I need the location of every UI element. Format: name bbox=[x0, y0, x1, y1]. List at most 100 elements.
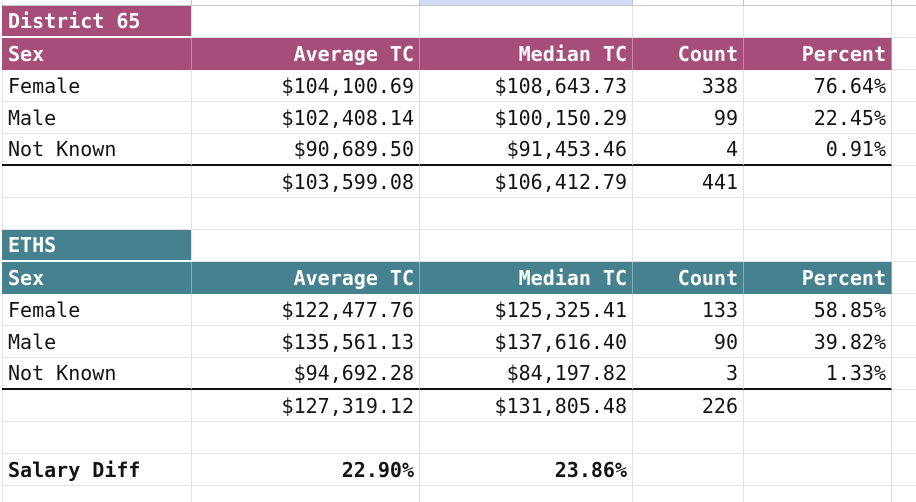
cell-median-tc[interactable]: $91,453.46 bbox=[420, 134, 633, 166]
cell[interactable] bbox=[892, 294, 916, 326]
cell-percent[interactable]: 39.82% bbox=[744, 326, 892, 358]
cell[interactable] bbox=[892, 454, 916, 486]
cell[interactable] bbox=[892, 166, 916, 198]
cell[interactable] bbox=[633, 454, 744, 486]
column-header-sex[interactable]: Sex bbox=[2, 262, 192, 294]
cell[interactable] bbox=[892, 358, 916, 390]
cell-count[interactable]: 133 bbox=[633, 294, 744, 326]
cell[interactable] bbox=[633, 230, 744, 262]
cell[interactable] bbox=[744, 230, 892, 262]
cell[interactable] bbox=[192, 486, 420, 502]
cell-average-tc[interactable]: $135,561.13 bbox=[192, 326, 420, 358]
district65-title-cell[interactable]: District 65 bbox=[2, 6, 192, 38]
cell[interactable] bbox=[744, 198, 892, 230]
cell-count[interactable]: 4 bbox=[633, 134, 744, 166]
cell-sex[interactable]: Male bbox=[2, 102, 192, 134]
cell[interactable] bbox=[744, 0, 892, 6]
cell[interactable] bbox=[2, 422, 192, 454]
cell-sex[interactable]: Not Known bbox=[2, 358, 192, 390]
cell-count[interactable]: 3 bbox=[633, 358, 744, 390]
cell-average-tc[interactable]: $102,408.14 bbox=[192, 102, 420, 134]
cell-sex[interactable]: Female bbox=[2, 294, 192, 326]
selected-cell-highlight[interactable] bbox=[420, 0, 633, 6]
cell[interactable] bbox=[192, 0, 420, 6]
cell[interactable] bbox=[633, 6, 744, 38]
cell[interactable] bbox=[192, 230, 420, 262]
cell-median-tc[interactable]: $125,325.41 bbox=[420, 294, 633, 326]
cell[interactable] bbox=[2, 486, 192, 502]
cell[interactable] bbox=[633, 0, 744, 6]
cell-total-count[interactable]: 441 bbox=[633, 166, 744, 198]
cell[interactable] bbox=[892, 326, 916, 358]
cell[interactable] bbox=[744, 422, 892, 454]
cell[interactable] bbox=[892, 262, 916, 294]
cell-percent[interactable]: 0.91% bbox=[744, 134, 892, 166]
cell[interactable] bbox=[744, 166, 892, 198]
cell-average-tc[interactable]: $90,689.50 bbox=[192, 134, 420, 166]
cell[interactable] bbox=[192, 6, 420, 38]
cell-percent[interactable]: 22.45% bbox=[744, 102, 892, 134]
cell-total-average-tc[interactable]: $127,319.12 bbox=[192, 390, 420, 422]
column-header-median-tc[interactable]: Median TC bbox=[420, 38, 633, 70]
cell-average-tc[interactable]: $122,477.76 bbox=[192, 294, 420, 326]
cell-total-average-tc[interactable]: $103,599.08 bbox=[192, 166, 420, 198]
cell-count[interactable]: 99 bbox=[633, 102, 744, 134]
cell[interactable] bbox=[192, 422, 420, 454]
salary-diff-median[interactable]: 23.86% bbox=[420, 454, 633, 486]
eths-title-cell[interactable]: ETHS bbox=[2, 230, 192, 262]
cell[interactable] bbox=[892, 422, 916, 454]
column-header-count[interactable]: Count bbox=[633, 262, 744, 294]
column-header-sex[interactable]: Sex bbox=[2, 38, 192, 70]
cell[interactable] bbox=[420, 230, 633, 262]
cell[interactable] bbox=[633, 486, 744, 502]
cell[interactable] bbox=[892, 0, 916, 6]
cell-percent[interactable]: 58.85% bbox=[744, 294, 892, 326]
salary-diff-average[interactable]: 22.90% bbox=[192, 454, 420, 486]
cell-average-tc[interactable]: $104,100.69 bbox=[192, 70, 420, 102]
cell[interactable] bbox=[2, 0, 192, 6]
cell[interactable] bbox=[892, 102, 916, 134]
cell-sex[interactable]: Female bbox=[2, 70, 192, 102]
column-header-median-tc[interactable]: Median TC bbox=[420, 262, 633, 294]
cell-median-tc[interactable]: $84,197.82 bbox=[420, 358, 633, 390]
cell-median-tc[interactable]: $137,616.40 bbox=[420, 326, 633, 358]
cell[interactable] bbox=[744, 486, 892, 502]
cell-percent[interactable]: 1.33% bbox=[744, 358, 892, 390]
column-header-percent[interactable]: Percent bbox=[744, 38, 892, 70]
column-header-percent[interactable]: Percent bbox=[744, 262, 892, 294]
cell-sex[interactable]: Not Known bbox=[2, 134, 192, 166]
cell[interactable] bbox=[2, 166, 192, 198]
cell[interactable] bbox=[633, 198, 744, 230]
column-header-average-tc[interactable]: Average TC bbox=[192, 262, 420, 294]
cell[interactable] bbox=[892, 390, 916, 422]
cell[interactable] bbox=[744, 390, 892, 422]
cell[interactable] bbox=[892, 70, 916, 102]
cell-count[interactable]: 90 bbox=[633, 326, 744, 358]
cell[interactable] bbox=[892, 6, 916, 38]
cell[interactable] bbox=[420, 486, 633, 502]
cell[interactable] bbox=[420, 198, 633, 230]
cell-total-median-tc[interactable]: $106,412.79 bbox=[420, 166, 633, 198]
cell[interactable] bbox=[420, 6, 633, 38]
cell-total-median-tc[interactable]: $131,805.48 bbox=[420, 390, 633, 422]
cell[interactable] bbox=[892, 198, 916, 230]
cell-total-count[interactable]: 226 bbox=[633, 390, 744, 422]
cell[interactable] bbox=[892, 134, 916, 166]
cell[interactable] bbox=[744, 6, 892, 38]
cell-median-tc[interactable]: $108,643.73 bbox=[420, 70, 633, 102]
cell[interactable] bbox=[892, 486, 916, 502]
column-header-average-tc[interactable]: Average TC bbox=[192, 38, 420, 70]
cell-percent[interactable]: 76.64% bbox=[744, 70, 892, 102]
cell-count[interactable]: 338 bbox=[633, 70, 744, 102]
cell[interactable] bbox=[892, 230, 916, 262]
cell-median-tc[interactable]: $100,150.29 bbox=[420, 102, 633, 134]
cell[interactable] bbox=[2, 198, 192, 230]
cell[interactable] bbox=[633, 422, 744, 454]
salary-diff-label[interactable]: Salary Diff bbox=[2, 454, 192, 486]
cell[interactable] bbox=[2, 390, 192, 422]
cell-sex[interactable]: Male bbox=[2, 326, 192, 358]
column-header-count[interactable]: Count bbox=[633, 38, 744, 70]
cell-average-tc[interactable]: $94,692.28 bbox=[192, 358, 420, 390]
cell[interactable] bbox=[192, 198, 420, 230]
cell[interactable] bbox=[420, 422, 633, 454]
